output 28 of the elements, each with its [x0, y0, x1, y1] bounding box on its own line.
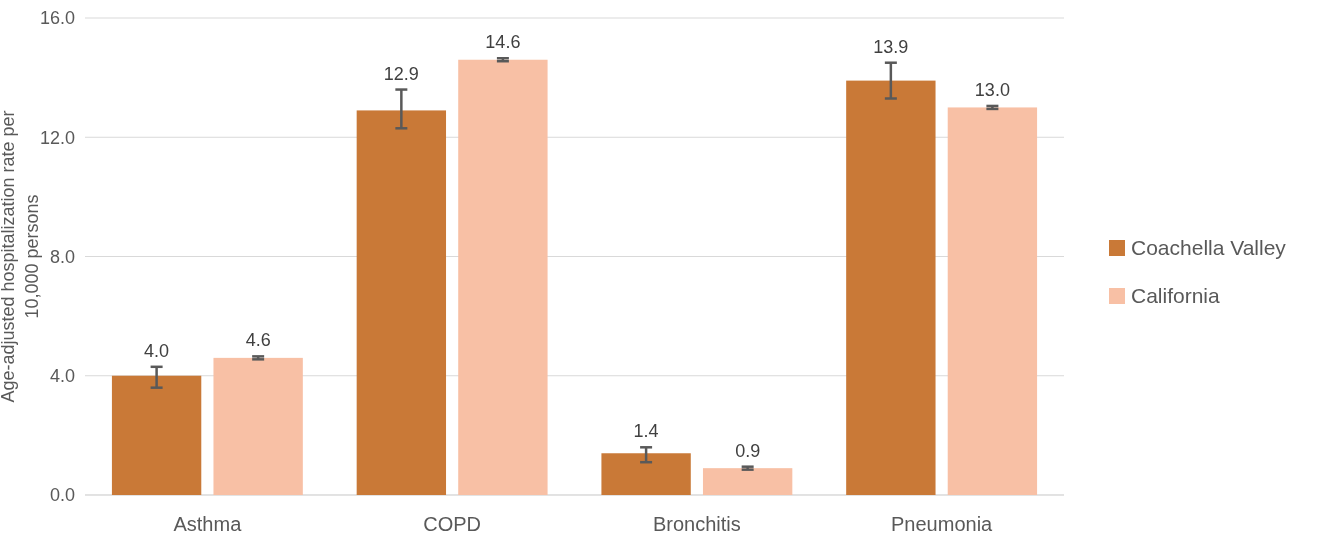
- y-tick-label: 12.0: [39, 127, 75, 148]
- data-label: 0.9: [735, 440, 761, 461]
- data-label: 14.6: [485, 32, 521, 53]
- data-label: 4.6: [245, 330, 271, 351]
- data-label: 12.9: [383, 63, 419, 84]
- bar: [601, 453, 691, 495]
- bar: [702, 468, 793, 495]
- bar: [356, 110, 447, 495]
- bar: [213, 357, 303, 495]
- bar: [846, 80, 936, 495]
- data-label: 1.4: [633, 421, 659, 442]
- data-label: 13.0: [974, 79, 1010, 100]
- x-tick-label: Bronchitis: [652, 513, 741, 535]
- y-tick-label: 16.0: [39, 8, 75, 29]
- x-tick-label: Pneumonia: [891, 513, 994, 535]
- y-axis-title: Age-adjusted hospitalization rate per 10,000 persons: [0, 110, 42, 403]
- bar: [458, 59, 548, 495]
- legend-label: Coachella Valley: [1131, 236, 1287, 260]
- data-label: 4.0: [144, 340, 170, 361]
- data-label: 13.9: [873, 36, 909, 57]
- bar: [111, 375, 202, 495]
- y-tick-label: 4.0: [49, 366, 75, 387]
- x-tick-label: COPD: [423, 513, 482, 535]
- y-tick-label: 8.0: [49, 246, 75, 267]
- y-tick-label: 0.0: [49, 485, 75, 506]
- legend-label: California: [1131, 284, 1221, 308]
- bar: [947, 107, 1038, 495]
- x-tick-label: Asthma: [173, 513, 243, 535]
